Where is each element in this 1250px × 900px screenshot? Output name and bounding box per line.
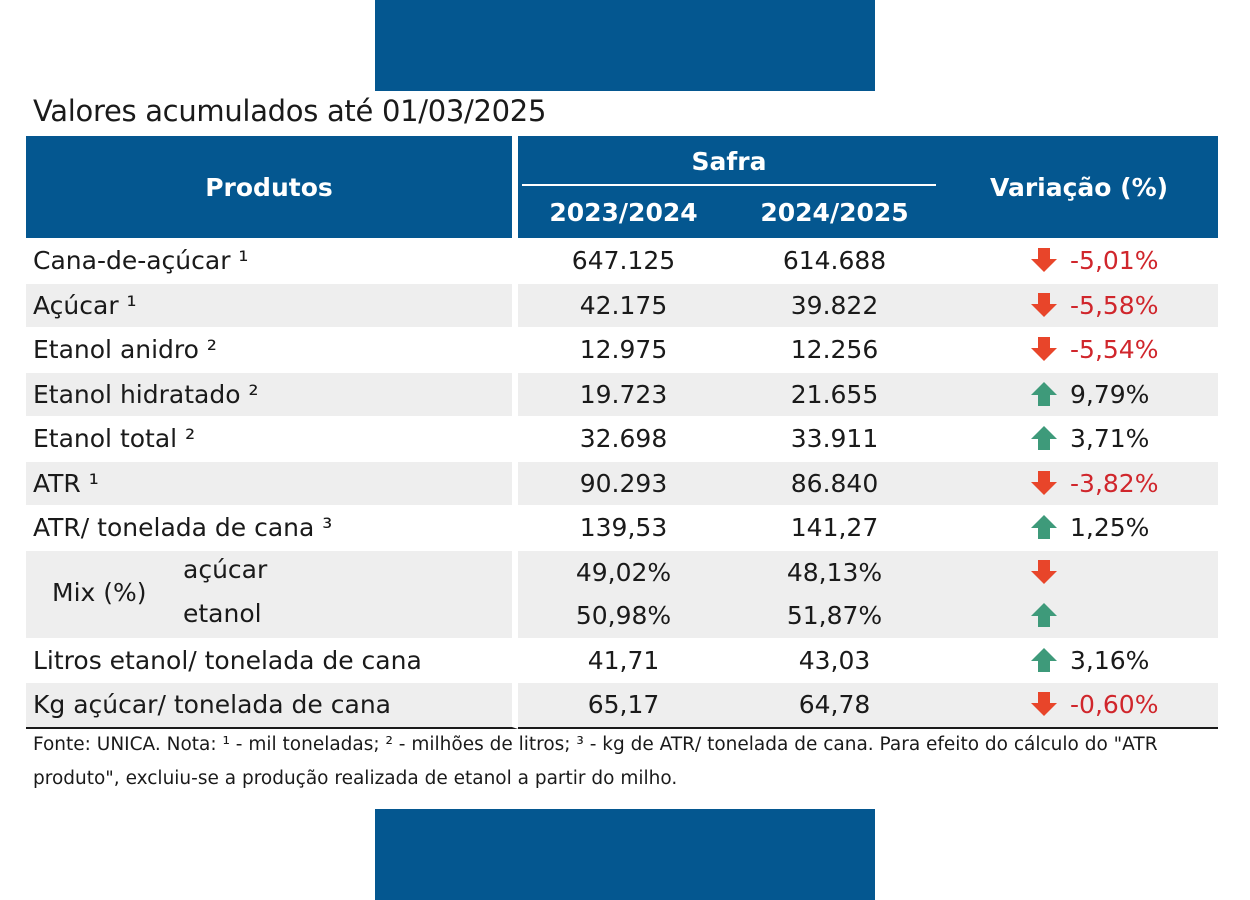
value-2023-2024: 19.723 <box>518 371 729 416</box>
variation-value: -5,58% <box>1070 290 1159 320</box>
arrow-down-icon <box>1030 470 1058 496</box>
table-row: Etanol hidratado ² 19.723 21.655 9,79% <box>26 371 1219 416</box>
table-row: ATR ¹ 90.293 86.840 -3,82% <box>26 460 1219 505</box>
variation-value: 3,16% <box>1070 645 1150 675</box>
header-variacao: Variação (%) <box>940 136 1219 238</box>
variation-cell: 3,71% <box>940 416 1219 461</box>
table-row: Kg açúcar/ tonelada de cana 65,17 64,78 … <box>26 682 1219 729</box>
variation-value: 9,79% <box>1070 379 1150 409</box>
value-2023-2024: 12.975 <box>518 327 729 372</box>
bottom-banner <box>375 809 875 900</box>
variation-value: -0,60% <box>1070 690 1159 720</box>
value-2024-2025: 33.911 <box>729 416 941 461</box>
product-name: Etanol anidro ² <box>26 327 518 372</box>
product-name: Açúcar ¹ <box>26 282 518 327</box>
arrow-up-icon <box>1030 647 1058 673</box>
product-name: Cana-de-açúcar ¹ <box>26 238 518 283</box>
header-year-2024-2025: 2024/2025 <box>729 186 941 238</box>
page-subtitle: Valores acumulados até 01/03/2025 <box>33 94 547 128</box>
header-produtos: Produtos <box>26 136 518 238</box>
variation-value: -3,82% <box>1070 468 1159 498</box>
variation-cell: -5,58% <box>940 282 1219 327</box>
variation-cell: -5,54% <box>940 327 1219 372</box>
value-2023-2024: 90.293 <box>518 460 729 505</box>
mix-acucar-label: açúcar <box>183 554 268 584</box>
arrow-up-icon <box>1030 425 1058 451</box>
value-2024-2025: 21.655 <box>729 371 941 416</box>
arrow-down-icon <box>1030 247 1058 273</box>
arrow-up-icon <box>1030 602 1058 628</box>
value-2024-2025: 141,27 <box>729 505 941 550</box>
arrow-down-icon <box>1030 292 1058 318</box>
variation-value: -5,01% <box>1070 246 1159 276</box>
top-banner <box>375 0 875 91</box>
variation-value: 3,71% <box>1070 424 1150 454</box>
value-2024-2025: 12.256 <box>729 327 941 372</box>
variation-cell: 9,79% <box>940 371 1219 416</box>
product-name: ATR ¹ <box>26 460 518 505</box>
value-2024-2025: 86.840 <box>729 460 941 505</box>
variation-cell: -3,82% <box>940 460 1219 505</box>
table-row: Cana-de-açúcar ¹ 647.125 614.688 -5,01% <box>26 238 1219 283</box>
variation-cell: 1,25% <box>940 505 1219 550</box>
variation-cell: -0,60% <box>940 682 1219 729</box>
mix-row: Mix (%) açúcar etanol 49,02% 50,98% 48,1… <box>26 549 1219 638</box>
variation-cell: -5,01% <box>940 238 1219 283</box>
table-row: Etanol total ² 32.698 33.911 3,71% <box>26 416 1219 461</box>
mix-etanol-label: etanol <box>183 598 262 628</box>
value-2023-2024: 647.125 <box>518 238 729 283</box>
product-name: ATR/ tonelada de cana ³ <box>26 505 518 550</box>
product-name: Litros etanol/ tonelada de cana <box>26 637 518 682</box>
header-safra: Safra <box>518 136 941 186</box>
table-row: Litros etanol/ tonelada de cana 41,71 43… <box>26 637 1219 683</box>
arrow-down-icon <box>1030 559 1058 585</box>
mix-variation-cell <box>940 549 1219 638</box>
arrow-up-icon <box>1030 381 1058 407</box>
value-2023-2024: 65,17 <box>518 682 729 729</box>
mix-label: Mix (%) <box>52 577 147 607</box>
table-row: Etanol anidro ² 12.975 12.256 -5,54% <box>26 327 1219 372</box>
variation-value: -5,54% <box>1070 335 1159 365</box>
value-2023-2024: 42.175 <box>518 282 729 327</box>
arrow-up-icon <box>1030 514 1058 540</box>
mix-etanol-value-2023-2024: 50,98% <box>575 601 672 631</box>
table-row: ATR/ tonelada de cana ³ 139,53 141,27 1,… <box>26 505 1219 550</box>
mix-etanol-value-2024-2025: 51,87% <box>786 601 883 631</box>
mix-values-2023-2024: 49,02% 50,98% <box>518 549 729 638</box>
variation-value: 1,25% <box>1070 513 1150 543</box>
arrow-down-icon <box>1030 336 1058 362</box>
value-2024-2025: 43,03 <box>729 637 941 683</box>
value-2024-2025: 39.822 <box>729 282 941 327</box>
table-row: Açúcar ¹ 42.175 39.822 -5,58% <box>26 282 1219 327</box>
production-table: Produtos Safra Variação (%) 2023/2024 20… <box>26 136 1219 729</box>
arrow-down-icon <box>1030 691 1058 717</box>
value-2023-2024: 32.698 <box>518 416 729 461</box>
variation-cell: 3,16% <box>940 637 1219 683</box>
value-2023-2024: 41,71 <box>518 637 729 683</box>
value-2024-2025: 614.688 <box>729 238 941 283</box>
source-note: Fonte: UNICA. Nota: ¹ - mil toneladas; ²… <box>33 734 1158 789</box>
mix-acucar-value-2024-2025: 48,13% <box>786 557 883 587</box>
product-name: Etanol hidratado ² <box>26 371 518 416</box>
product-name: Etanol total ² <box>26 416 518 461</box>
header-year-2023-2024: 2023/2024 <box>518 186 729 238</box>
product-name: Kg açúcar/ tonelada de cana <box>26 682 518 729</box>
mix-values-2024-2025: 48,13% 51,87% <box>729 549 941 638</box>
value-2024-2025: 64,78 <box>729 682 941 729</box>
mix-acucar-value-2023-2024: 49,02% <box>575 557 672 587</box>
value-2023-2024: 139,53 <box>518 505 729 550</box>
mix-label-cell: Mix (%) açúcar etanol <box>26 549 518 638</box>
